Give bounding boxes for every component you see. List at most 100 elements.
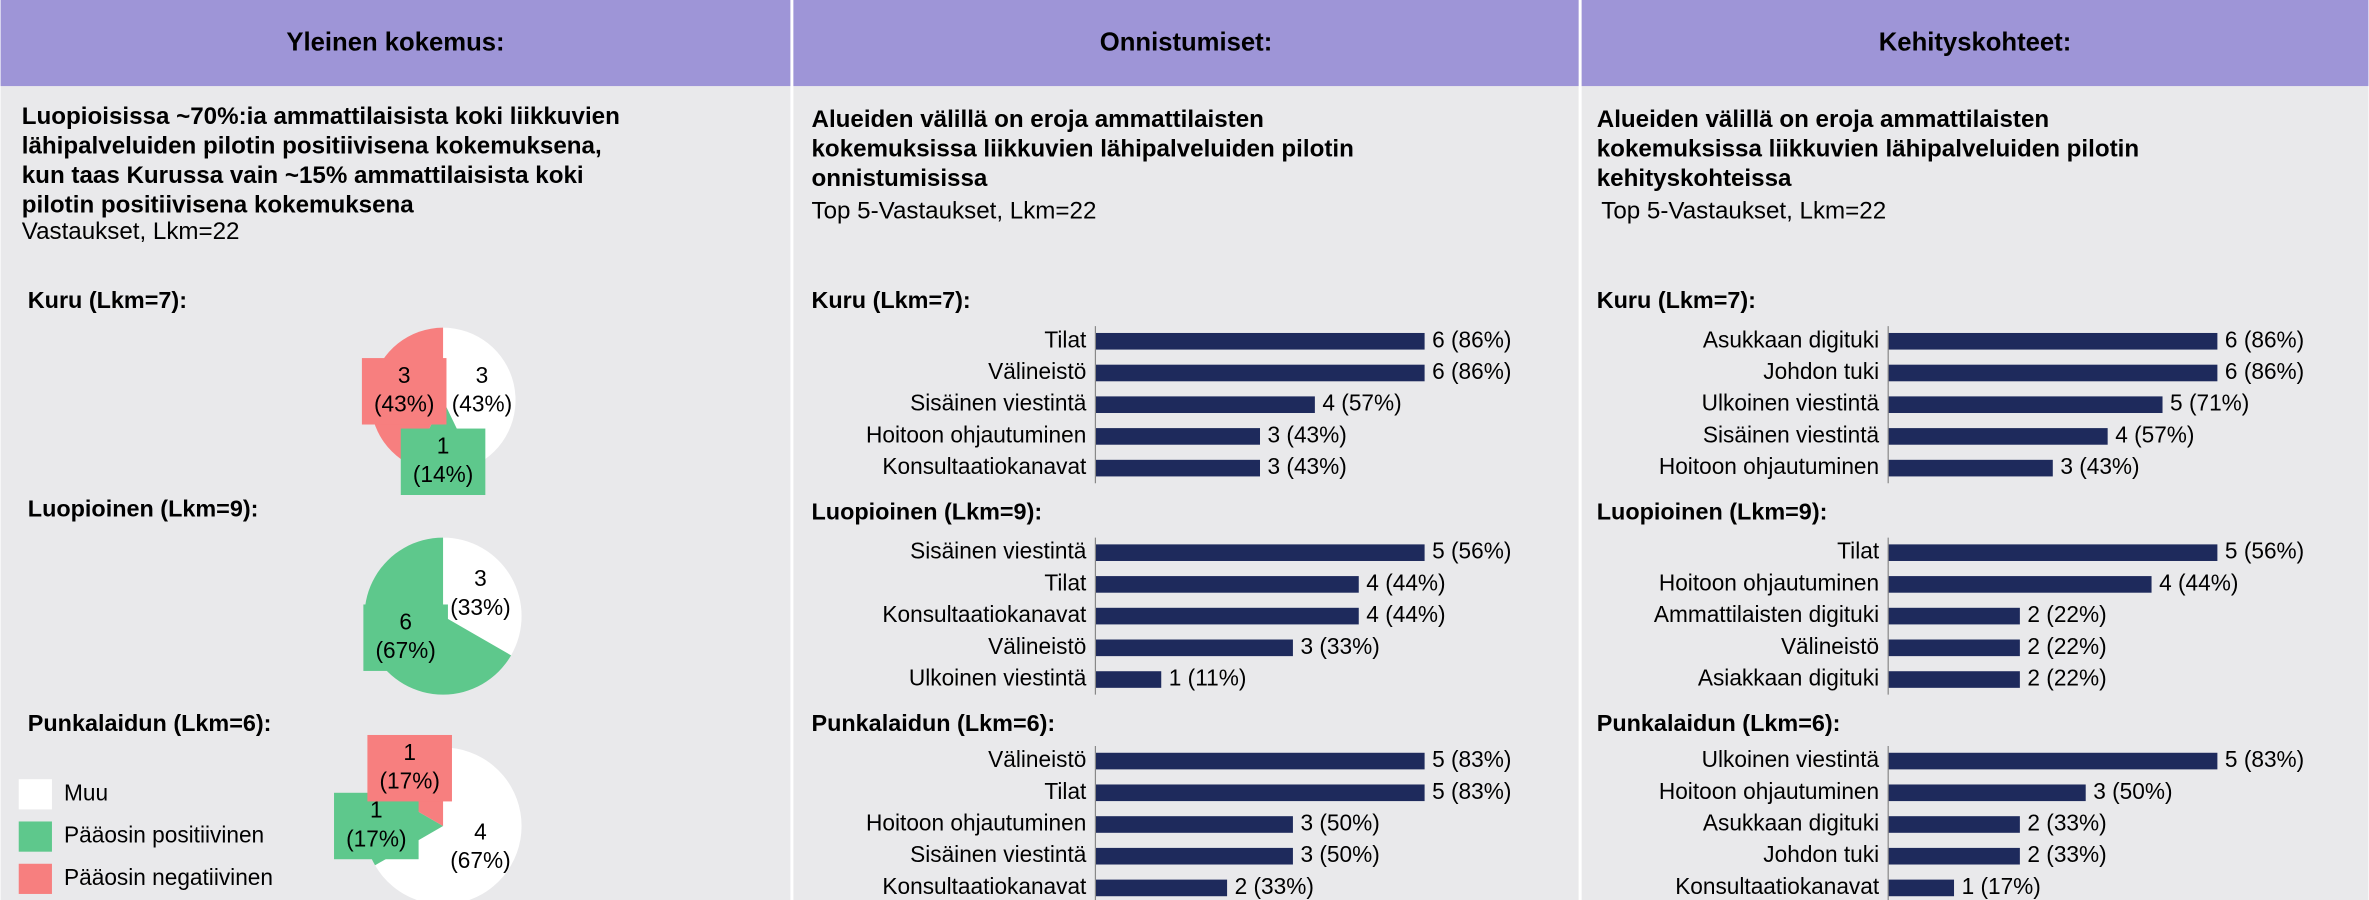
bar-category-label: Sisäinen viestintä (910, 538, 1087, 564)
pie-value-label-line: (17%) (346, 825, 406, 851)
bar-category-label: Tilat (1044, 326, 1087, 352)
bar (1095, 428, 1261, 445)
bar (1095, 639, 1293, 657)
pie-value-label: 3 (43%) (374, 362, 434, 417)
pie-value-label-line: (67%) (450, 847, 510, 873)
legend-swatch (18, 779, 52, 810)
pie-value-label-line: (43%) (452, 391, 512, 417)
chart-title: Luopioinen (Lkm=9): (1597, 499, 1828, 525)
column-subtitle: Top 5-Vastaukset, Lkm=22 (1601, 198, 1886, 225)
bar-category-label: Hoitoon ohjautuminen (866, 421, 1086, 447)
chart-title: Kuru (Lkm=7): (812, 287, 971, 313)
chart-title: Kuru (Lkm=7): (28, 287, 187, 313)
bar-category-label: Asiakkaan digituki (1698, 665, 1879, 691)
bar-category-label: Sisäinen viestintä (910, 390, 1087, 416)
bar (1095, 364, 1425, 382)
bar (1888, 847, 2020, 865)
chart-title: Luopioinen (Lkm=9): (812, 499, 1043, 525)
pie-value-label-line: (17%) (379, 768, 439, 794)
pie-label-box (363, 604, 448, 671)
bar (1888, 459, 2053, 477)
bar-value-label: 4 (44%) (1366, 601, 1445, 627)
bar (1888, 639, 2020, 657)
bar-category-label: Ulkoinen viestintä (909, 665, 1087, 691)
bar (1095, 607, 1359, 625)
pie-label-box (334, 792, 419, 860)
legend-swatch (18, 863, 52, 894)
bar-value-label: 5 (56%) (2225, 538, 2304, 564)
bar (1888, 784, 2086, 802)
pie-value-label-line: 4 (474, 818, 487, 844)
pie-value-label: 1 (14%) (413, 432, 473, 487)
bar (1095, 879, 1228, 897)
column-description: Alueiden välillä on eroja ammattilaisten (812, 106, 1264, 133)
column-description: pilotin positiivisena kokemuksena (22, 191, 415, 218)
column-description: kehityskohteissa (1597, 165, 1792, 192)
bar-value-label: 6 (86%) (1432, 358, 1511, 384)
bar-category-label: Tilat (1044, 569, 1087, 595)
bar-category-label: Konsultaatiokanavat (882, 601, 1087, 627)
bar (1095, 396, 1315, 414)
column-description: kokemuksissa liikkuvien lähipalveluiden … (812, 136, 1354, 163)
bar-category-label: Ulkoinen viestintä (1702, 746, 1880, 772)
pie-value-label-line: 6 (399, 608, 412, 634)
column-description: onnistumisissa (812, 165, 988, 192)
chart-title: Kuru (Lkm=7): (1597, 287, 1756, 313)
column-description: kokemuksissa liikkuvien lähipalveluiden … (1597, 136, 2139, 163)
bar (1888, 671, 2020, 688)
column-description: Luopioisissa ~70%:ia ammattilaisista kok… (22, 103, 620, 130)
bar (1888, 544, 2218, 561)
pie-value-label: 3 (33%) (450, 565, 510, 620)
column-header (0, 0, 791, 87)
bar-value-label: 5 (83%) (2225, 746, 2304, 772)
column-subtitle: Vastaukset, Lkm=22 (22, 218, 240, 245)
column-title: Yleinen kokemus: (286, 29, 504, 57)
bar-value-label: 3 (50%) (2093, 778, 2172, 804)
chart-title: Luopioinen (Lkm=9): (28, 496, 259, 522)
legend-swatch (18, 821, 52, 852)
bar (1095, 847, 1293, 865)
pie-value-label: 4 (67%) (450, 818, 510, 873)
bar (1095, 752, 1425, 770)
bar-category-label: Johdon tuki (1763, 358, 1879, 384)
column-description: lähipalveluiden pilotin positiivisena ko… (22, 133, 602, 160)
bar (1888, 428, 2108, 445)
bar-category-label: Konsultaatiokanavat (1675, 873, 1880, 899)
column-title: Kehityskohteet: (1879, 29, 2071, 57)
pie-value-label-line: 1 (403, 739, 416, 765)
bar (1095, 671, 1162, 688)
bar-category-label: Asukkaan digituki (1703, 326, 1879, 352)
pie-value-label-line: 3 (398, 362, 411, 388)
chart-title: Punkalaidun (Lkm=6): (28, 710, 272, 736)
bar-category-label: Tilat (1044, 778, 1087, 804)
bar-category-label: Asukkaan digituki (1703, 809, 1879, 835)
bar (1888, 396, 2163, 414)
bar-category-label: Ulkoinen viestintä (1702, 390, 1880, 416)
bar (1888, 332, 2218, 350)
bar-value-label: 6 (86%) (1432, 326, 1511, 352)
column-title: Onnistumiset: (1100, 29, 1272, 57)
bar-category-label: Sisäinen viestintä (1703, 421, 1880, 447)
bar (1888, 816, 2020, 833)
pie-value-label-line: 3 (474, 565, 487, 591)
chart-title: Punkalaidun (Lkm=6): (1597, 710, 1841, 736)
bar-value-label: 4 (57%) (2115, 421, 2194, 447)
bar-category-label: Välineistö (988, 746, 1086, 772)
pie-value-label: 1 (17%) (379, 739, 439, 794)
bar-category-label: Hoitoon ohjautuminen (1659, 569, 1879, 595)
bar-value-label: 5 (71%) (2170, 390, 2249, 416)
bar-value-label: 3 (50%) (1300, 809, 1379, 835)
bar-value-label: 5 (83%) (1432, 778, 1511, 804)
bar (1095, 576, 1359, 593)
bar-category-label: Hoitoon ohjautuminen (1659, 453, 1879, 479)
bar-category-label: Ammattilaisten digituki (1654, 601, 1879, 627)
bar (1888, 576, 2152, 593)
bar (1888, 879, 1955, 897)
pie-value-label-line: (14%) (413, 461, 473, 487)
bar-value-label: 3 (43%) (2060, 453, 2139, 479)
bar-category-label: Hoitoon ohjautuminen (866, 809, 1086, 835)
column-description: Alueiden välillä on eroja ammattilaisten (1597, 106, 2049, 133)
bar-value-label: 5 (83%) (1432, 746, 1511, 772)
